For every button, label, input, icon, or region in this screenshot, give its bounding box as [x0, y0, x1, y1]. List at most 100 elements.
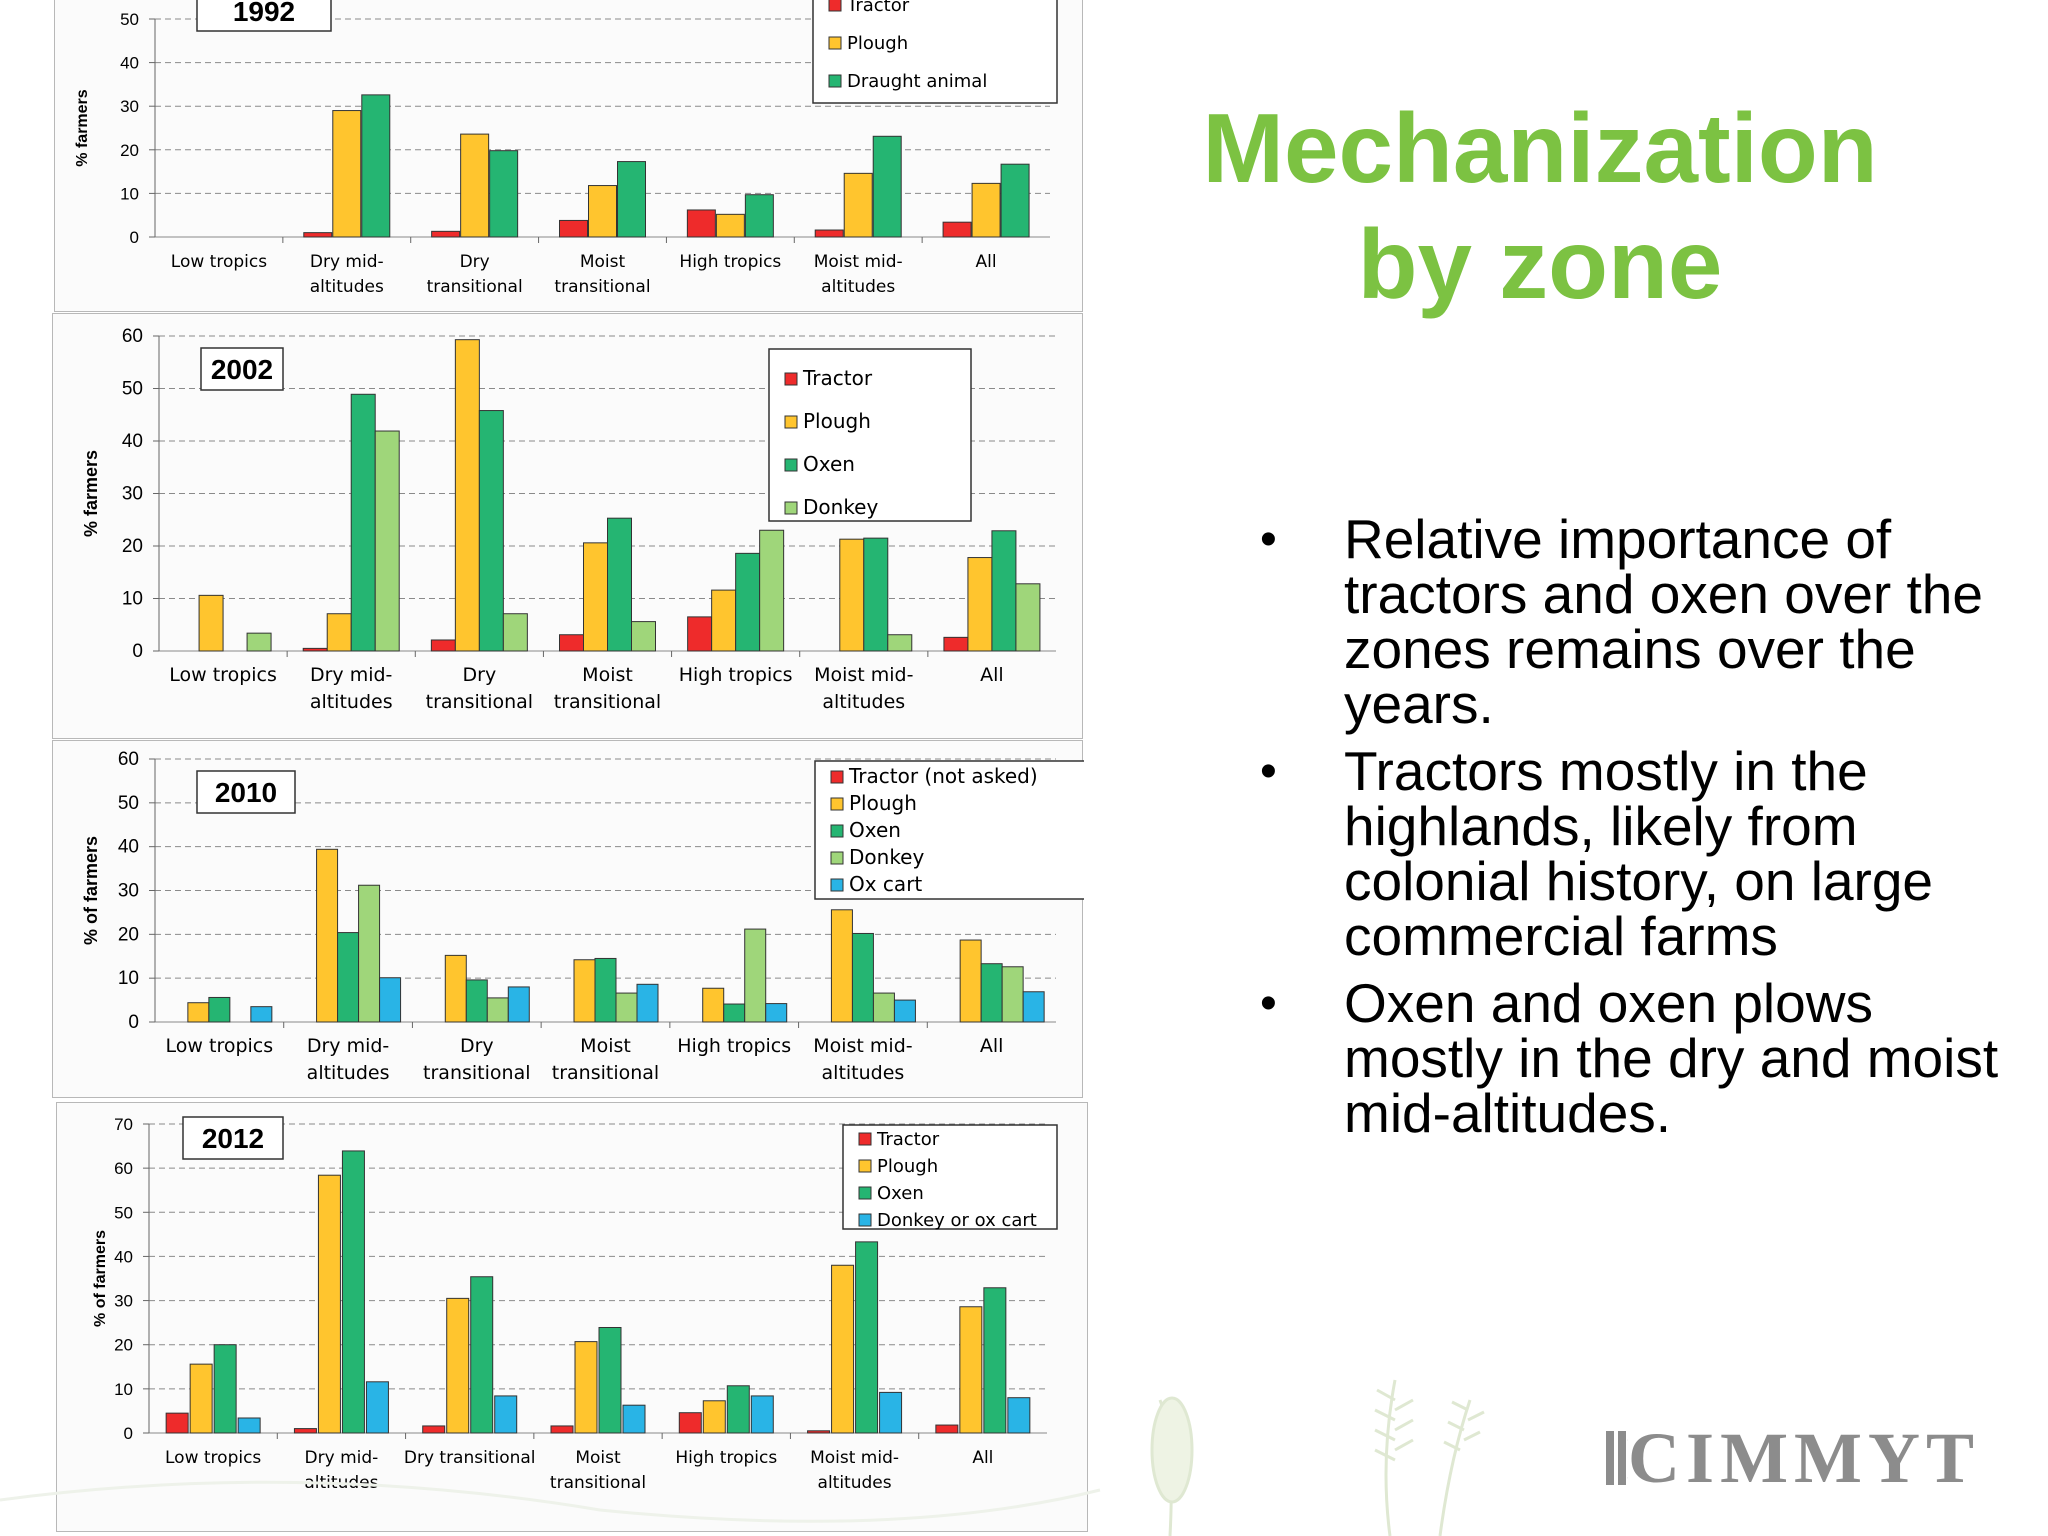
y-tick-label: 50 [120, 10, 139, 29]
y-tick-label: 40 [118, 837, 139, 858]
bar [744, 928, 767, 1023]
bar [598, 1326, 622, 1434]
bar [980, 963, 1003, 1023]
x-tick-label: altitudes [307, 1062, 390, 1084]
legend-box [812, 0, 1058, 104]
legend-swatch [858, 1186, 872, 1200]
bar [843, 172, 873, 238]
bar [991, 530, 1017, 652]
y-axis-label: % of farmers [81, 836, 101, 945]
year-label: 1992 [233, 0, 295, 27]
y-tick-label: 10 [118, 968, 139, 989]
x-tick-label: altitudes [818, 1473, 892, 1493]
y-tick-label: 40 [122, 431, 143, 452]
bar [246, 632, 272, 652]
bar [358, 884, 381, 1023]
bullet-item: Oxen and oxen plows mostly in the dry an… [1260, 976, 2000, 1141]
x-tick-label: All [980, 1035, 1004, 1057]
bar [446, 1297, 470, 1434]
legend-swatch [784, 372, 798, 386]
bar [559, 634, 584, 652]
bar [959, 1306, 983, 1434]
logo-mark-icon [1606, 1431, 1629, 1485]
bar [317, 1174, 341, 1434]
bar [454, 339, 480, 652]
bar [573, 959, 596, 1023]
bar [967, 557, 993, 652]
x-tick-label: transitional [426, 691, 533, 713]
bar [959, 939, 982, 1023]
y-tick-label: 20 [114, 1336, 133, 1355]
chart-panel-1992: 0 10 20 30 40 50 % farmers Low tropics Dry mid-a… [54, 0, 1083, 312]
x-tick-label: transitional [554, 277, 650, 297]
bar [893, 999, 916, 1023]
legend-swatch [858, 1213, 872, 1227]
legend-swatch [784, 415, 798, 429]
bar [465, 979, 488, 1023]
bar [361, 94, 391, 238]
bar [971, 182, 1001, 238]
x-tick-label: Dry transitional [404, 1448, 536, 1468]
y-tick-label: 30 [122, 484, 143, 505]
legend-label: Plough [849, 791, 917, 815]
x-tick-label: Moist [580, 252, 626, 272]
bar [726, 1385, 750, 1434]
bar [189, 1363, 213, 1434]
year-label-box [196, 0, 332, 32]
bar [208, 996, 231, 1023]
bar [851, 932, 874, 1023]
x-tick-label: altitudes [822, 1062, 905, 1084]
x-tick-label: altitudes [310, 691, 393, 713]
bar [489, 150, 519, 238]
bar [502, 613, 528, 652]
x-tick-label: Low tropics [166, 1035, 274, 1057]
year-label-box [200, 347, 284, 391]
bar [460, 133, 490, 238]
bar [702, 1400, 726, 1434]
x-tick-label: Low tropics [169, 664, 277, 686]
x-tick-label: Moist [580, 1035, 631, 1057]
x-tick-label: All [976, 252, 997, 272]
x-tick-label: Dry [460, 1035, 494, 1057]
y-tick-label: 0 [128, 1012, 139, 1033]
bar [750, 1395, 774, 1434]
bar [374, 430, 400, 652]
bar [365, 1381, 389, 1434]
bar [759, 529, 785, 652]
bar [430, 639, 456, 652]
x-tick-label: All [972, 1448, 993, 1468]
y-tick-label: 0 [132, 641, 143, 662]
bar [1000, 163, 1030, 238]
x-tick-label: Moist mid- [814, 252, 903, 272]
cimmyt-logo: CIMMYT [1600, 1418, 1980, 1498]
legend-label: Draught animal [847, 71, 987, 92]
bar [302, 647, 328, 652]
x-tick-label: Dry [463, 664, 497, 686]
bar [494, 1395, 518, 1434]
bar [550, 1425, 574, 1434]
chart-panel-2010: 0 10 20 30 40 50 60 % of farmers Low tropics Dry … [52, 740, 1084, 1098]
bar [735, 552, 761, 652]
y-tick-label: 10 [120, 184, 139, 203]
bar [213, 1344, 237, 1434]
y-tick-label: 50 [114, 1203, 133, 1222]
bar [863, 537, 889, 652]
legend-label: Oxen [877, 1183, 924, 1204]
y-tick-label: 10 [114, 1380, 133, 1399]
bar [594, 957, 617, 1023]
y-tick-label: 0 [130, 228, 139, 247]
legend-label: Plough [847, 33, 908, 54]
x-tick-label: High tropics [675, 1448, 777, 1468]
bullet-item: Relative importance of tractors and oxen… [1260, 512, 2000, 732]
x-tick-label: Moist [575, 1448, 621, 1468]
bar [607, 517, 632, 652]
bar [478, 410, 504, 652]
legend-swatch [830, 770, 844, 784]
x-tick-label: Moist mid- [813, 1035, 912, 1057]
y-tick-label: 50 [122, 379, 143, 400]
y-tick-label: 20 [120, 141, 139, 160]
y-tick-label: 10 [122, 589, 143, 610]
y-tick-label: 70 [114, 1115, 133, 1134]
legend-label: Tractor [846, 0, 910, 16]
bar [687, 616, 713, 652]
